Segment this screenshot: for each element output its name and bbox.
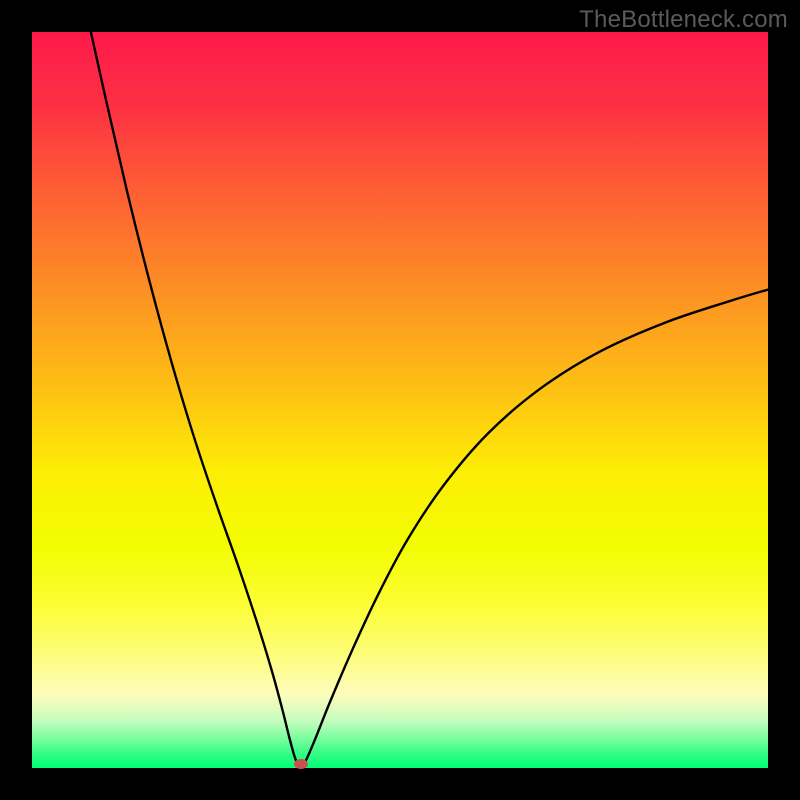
curve-layer <box>32 32 768 768</box>
watermark-text: TheBottleneck.com <box>579 6 788 34</box>
chart-canvas: TheBottleneck.com <box>0 0 800 800</box>
bottleneck-curve <box>91 32 768 767</box>
minimum-marker <box>294 759 308 769</box>
plot-area <box>32 32 768 768</box>
